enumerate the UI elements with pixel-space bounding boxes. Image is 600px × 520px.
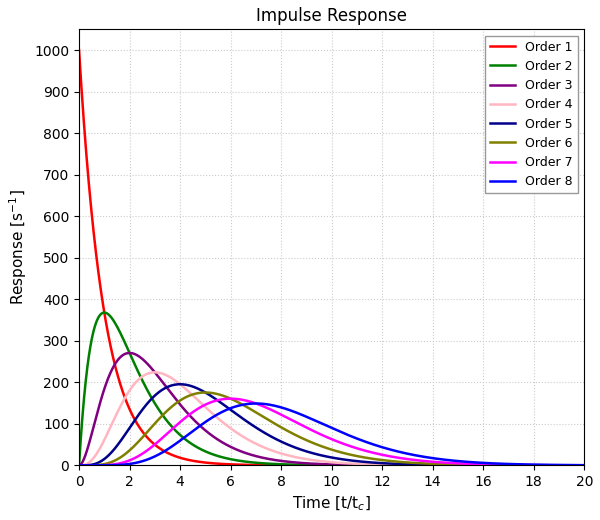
Order 5	[379, 460, 386, 466]
Order 5	[269, 434, 276, 440]
Order 1	[379, 462, 386, 469]
Order 2	[581, 462, 588, 469]
Order 5	[404, 461, 412, 467]
Order 8	[167, 444, 175, 450]
Order 8	[452, 458, 460, 464]
Order 7	[269, 407, 276, 413]
Order 2	[404, 462, 412, 469]
Order 6	[379, 457, 386, 463]
Order 8	[491, 460, 498, 466]
Order 7	[227, 396, 234, 402]
Order 6	[76, 462, 83, 469]
Order 3	[379, 462, 386, 469]
Order 5	[491, 462, 498, 469]
Order 7	[452, 460, 460, 466]
Order 8	[379, 444, 386, 450]
Legend: Order 1, Order 2, Order 3, Order 4, Order 5, Order 6, Order 7, Order 8: Order 1, Order 2, Order 3, Order 4, Orde…	[485, 35, 578, 193]
Order 3	[126, 350, 133, 356]
Order 6	[404, 459, 412, 465]
Order 8	[253, 400, 260, 407]
Order 4	[379, 462, 386, 468]
Order 3	[581, 462, 588, 469]
Order 4	[76, 462, 83, 469]
Order 3	[76, 462, 83, 469]
Y-axis label: Response [s$^{-1}$]: Response [s$^{-1}$]	[7, 189, 29, 305]
Order 2	[452, 462, 460, 469]
Order 3	[269, 457, 276, 463]
Order 3	[452, 462, 460, 469]
Line: Order 2: Order 2	[79, 313, 584, 465]
Order 8	[581, 462, 588, 469]
Order 7	[379, 452, 386, 458]
Order 3	[167, 390, 175, 396]
Order 1	[404, 462, 411, 469]
Order 6	[167, 405, 175, 411]
Line: Order 8: Order 8	[79, 404, 584, 465]
Order 8	[76, 462, 83, 469]
Order 8	[404, 451, 412, 457]
Line: Order 7: Order 7	[79, 399, 584, 465]
Order 6	[491, 462, 498, 468]
Order 6	[452, 461, 460, 467]
Line: Order 5: Order 5	[79, 384, 584, 465]
Order 2	[76, 462, 83, 469]
Order 5	[167, 383, 175, 389]
Order 4	[581, 462, 588, 469]
Order 2	[491, 462, 498, 469]
Order 4	[404, 462, 412, 468]
Order 6	[269, 419, 276, 425]
Order 2	[379, 462, 386, 469]
Order 4	[269, 448, 276, 454]
Order 5	[176, 381, 184, 387]
Order 2	[269, 461, 276, 467]
Line: Order 1: Order 1	[79, 50, 584, 465]
Order 7	[76, 462, 83, 469]
Order 7	[581, 462, 588, 469]
Order 4	[491, 462, 498, 469]
Order 7	[167, 427, 175, 434]
Order 3	[491, 462, 498, 469]
Order 7	[491, 461, 498, 467]
Order 5	[452, 462, 460, 468]
Order 1	[581, 462, 588, 469]
Order 4	[167, 374, 175, 381]
Order 1	[268, 462, 275, 469]
Order 1	[167, 451, 175, 458]
Order 5	[581, 462, 588, 469]
Order 4	[151, 369, 158, 375]
Order 4	[452, 462, 460, 469]
Line: Order 6: Order 6	[79, 393, 584, 465]
Order 1	[452, 462, 460, 469]
Order 8	[269, 402, 276, 408]
Order 6	[581, 462, 588, 469]
Order 5	[76, 462, 83, 469]
Line: Order 3: Order 3	[79, 353, 584, 465]
Order 7	[404, 456, 412, 462]
Order 2	[101, 309, 108, 316]
Order 1	[76, 47, 83, 53]
X-axis label: Time [t/t$_c$]: Time [t/t$_c$]	[292, 495, 371, 513]
Order 3	[404, 462, 412, 469]
Order 6	[202, 389, 209, 396]
Title: Impulse Response: Impulse Response	[256, 7, 407, 25]
Order 2	[167, 422, 175, 428]
Order 1	[491, 462, 498, 469]
Line: Order 4: Order 4	[79, 372, 584, 465]
